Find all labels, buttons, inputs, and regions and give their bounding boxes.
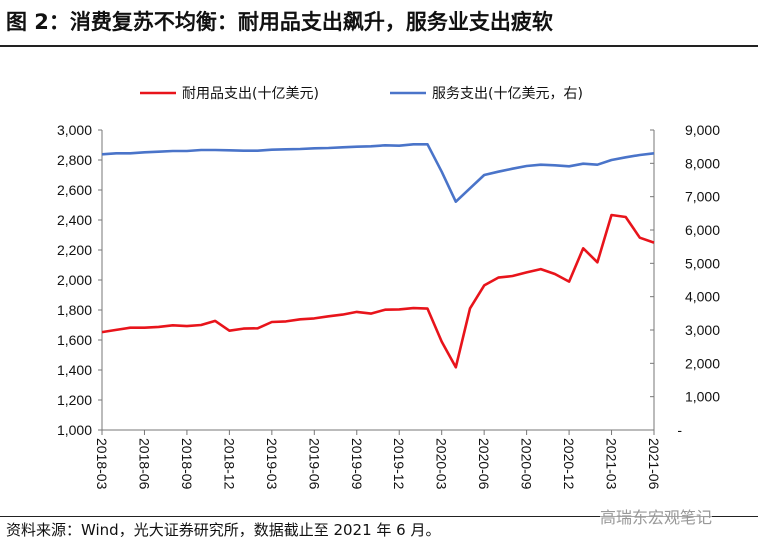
right-tick-label: 1,000 bbox=[685, 389, 720, 405]
legend-label: 服务支出(十亿美元，右) bbox=[432, 86, 583, 102]
x-tick-label: 2019-12 bbox=[391, 438, 407, 490]
right-tick-label: 6,000 bbox=[685, 222, 720, 238]
left-tick-label: 1,200 bbox=[57, 392, 92, 408]
watermark: 高瑞东宏观笔记 bbox=[600, 504, 713, 528]
x-tick-label: 2020-12 bbox=[561, 438, 577, 490]
x-tick-label: 2021-03 bbox=[604, 438, 620, 490]
right-tick-label: 9,000 bbox=[685, 122, 720, 138]
x-tick-label: 2018-06 bbox=[136, 438, 152, 490]
left-tick-label: 2,200 bbox=[57, 242, 92, 258]
right-tick-label: 8,000 bbox=[685, 155, 720, 171]
x-tick-label: 2019-06 bbox=[306, 438, 322, 490]
right-tick-label: 4,000 bbox=[685, 289, 720, 305]
right-tick-label: - bbox=[677, 422, 682, 438]
x-tick-label: 2018-12 bbox=[221, 438, 237, 490]
x-tick-label: 2021-06 bbox=[646, 438, 662, 490]
left-tick-label: 2,800 bbox=[57, 152, 92, 168]
x-tick-label: 2018-03 bbox=[94, 438, 110, 490]
right-tick-label: 2,000 bbox=[685, 355, 720, 371]
x-tick-label: 2019-03 bbox=[264, 438, 280, 490]
left-tick-label: 3,000 bbox=[57, 122, 92, 138]
right-tick-label: 5,000 bbox=[685, 255, 720, 271]
x-tick-label: 2018-09 bbox=[179, 438, 195, 490]
series-line-durable-goods bbox=[101, 213, 655, 369]
x-tick-label: 2019-09 bbox=[349, 438, 365, 490]
title-divider bbox=[0, 45, 758, 47]
legend-label: 耐用品支出(十亿美元) bbox=[182, 86, 319, 102]
right-tick-label: 3,000 bbox=[685, 322, 720, 338]
source-note: 资料来源：Wind，光大证券研究所，数据截止至 2021 年 6 月。 bbox=[6, 521, 441, 539]
source-divider bbox=[0, 516, 758, 517]
left-tick-label: 2,000 bbox=[57, 272, 92, 288]
left-tick-label: 2,600 bbox=[57, 182, 92, 198]
left-tick-label: 1,600 bbox=[57, 332, 92, 348]
left-tick-label: 2,400 bbox=[57, 212, 92, 228]
series-line-services bbox=[101, 143, 655, 203]
x-tick-label: 2020-09 bbox=[519, 438, 535, 490]
figure-title: 图 2：消费复苏不均衡：耐用品支出飙升，服务业支出疲软 bbox=[6, 10, 553, 34]
left-tick-label: 1,000 bbox=[57, 422, 92, 438]
left-tick-label: 1,400 bbox=[57, 362, 92, 378]
left-tick-label: 1,800 bbox=[57, 302, 92, 318]
x-tick-label: 2020-06 bbox=[476, 438, 492, 490]
right-tick-label: 7,000 bbox=[685, 189, 720, 205]
x-tick-label: 2020-03 bbox=[434, 438, 450, 490]
